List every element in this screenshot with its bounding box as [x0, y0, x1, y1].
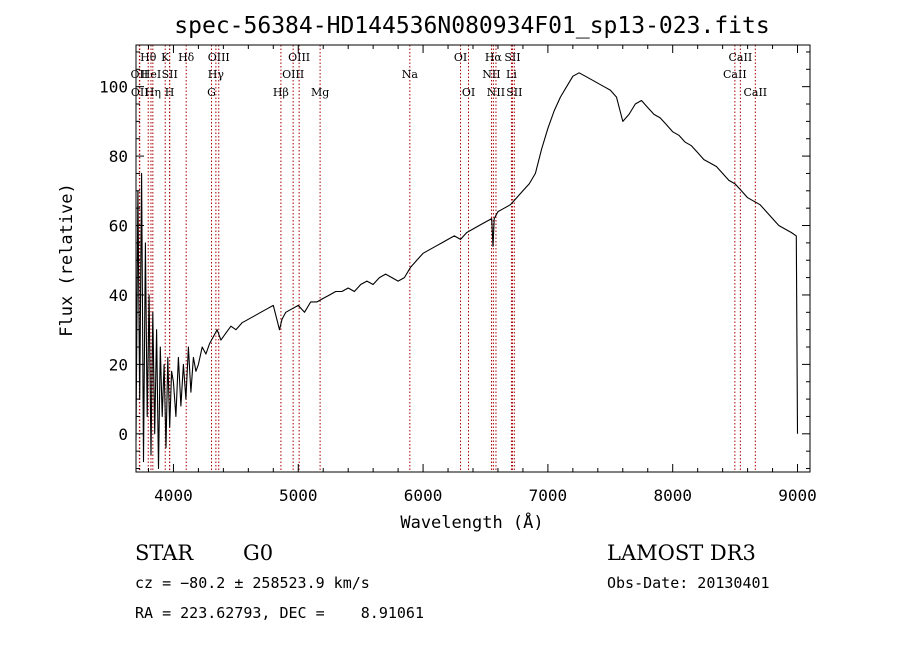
spectral-line-label: K	[161, 51, 170, 64]
spectral-line-label: NII	[482, 68, 500, 81]
y-axis-label: Flux (relative)	[57, 183, 77, 337]
coordinates-readout: RA = 223.62793, DEC = 8.91061	[135, 604, 424, 622]
object-class: STAR	[135, 541, 194, 565]
spectral-line-label: OIII	[288, 51, 310, 64]
spectral-line-label: OIII	[282, 68, 304, 81]
x-tick-label: 5000	[279, 486, 318, 505]
plot-frame	[135, 44, 811, 473]
spectral-line-label: Hη	[145, 86, 161, 99]
y-tick-label: 80	[109, 147, 128, 166]
spectral-line-markers	[138, 45, 756, 472]
redshift-readout: cz = −80.2 ± 258523.9 km/s	[135, 574, 370, 592]
y-tick-label: 60	[109, 217, 128, 236]
spectral-line-label: G	[207, 86, 216, 99]
spectral-line-label: Li	[506, 68, 517, 81]
spectral-line-label: Hθ	[140, 51, 157, 64]
spectrum-series	[135, 72, 799, 470]
spectral-line-label: H	[165, 86, 175, 99]
spectral-line-label: Na	[402, 68, 419, 81]
spectral-line-label: OI	[454, 51, 467, 64]
spectral-line-label: SII	[504, 51, 520, 64]
spectral-line-label: Hα	[485, 51, 503, 64]
y-tick-label: 0	[118, 425, 128, 444]
spectral-line-label: Hγ	[208, 68, 225, 81]
spectral-line-label: OI	[462, 86, 475, 99]
spectral-line-label: CaII	[743, 86, 767, 99]
y-tick-label: 40	[109, 286, 128, 305]
spectral-line-label: NII	[487, 86, 505, 99]
x-tick-label: 7000	[529, 486, 568, 505]
obs-date: Obs-Date: 20130401	[607, 574, 770, 592]
spectral-line-label: Hδ	[178, 51, 195, 64]
chart-title: spec-56384-HD144536N080934F01_sp13-023.f…	[174, 13, 769, 39]
spectral-line-label: Mg	[311, 86, 329, 99]
spectral-line-label: CaII	[729, 51, 753, 64]
x-tick-label: 6000	[404, 486, 443, 505]
x-tick-label: 8000	[653, 486, 692, 505]
spectral-line-label: Hβ	[273, 86, 289, 99]
y-tick-label: 20	[109, 355, 128, 374]
spectral-line-label: CaII	[723, 68, 747, 81]
survey-name: LAMOST DR3	[607, 541, 756, 565]
spectral-line-label: SII	[162, 68, 178, 81]
spectral-line-label: HeI	[141, 68, 161, 81]
spectral-line-label: SII	[506, 86, 522, 99]
spectral-line-label: OIII	[208, 51, 230, 64]
x-tick-label: 4000	[154, 486, 193, 505]
y-tick-label: 100	[99, 78, 128, 97]
x-axis-label: Wavelength (Å)	[400, 511, 543, 533]
spectral-line-label: OII	[131, 68, 149, 81]
x-tick-label: 9000	[778, 486, 817, 505]
spectral-line-label: OII	[131, 86, 149, 99]
spectral-line-labels: OII OII Hθ HeI Hη K SII H Hδ OIII Hγ G OIII OIII Hβ Mg N…	[131, 51, 768, 99]
axis-ticks: 4000 5000 6000 7000 8000 9000 0 20 40 60 80 100	[99, 45, 817, 505]
object-subclass: G0	[243, 541, 273, 565]
